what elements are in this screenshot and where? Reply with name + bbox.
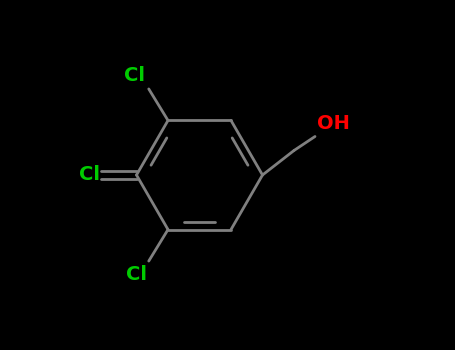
- Text: Cl: Cl: [126, 265, 147, 284]
- Text: Cl: Cl: [79, 166, 100, 184]
- Text: OH: OH: [317, 114, 349, 133]
- Text: Cl: Cl: [124, 66, 145, 85]
